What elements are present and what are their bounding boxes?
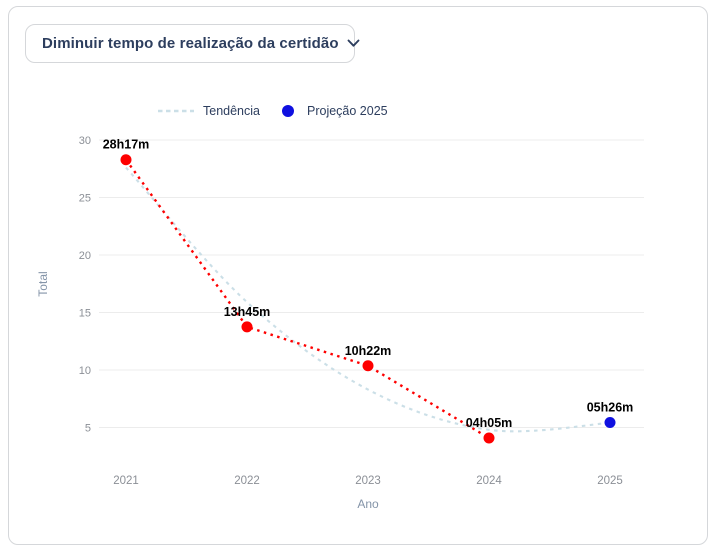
goal-select-label: Diminuir tempo de realização da certidão: [42, 35, 339, 52]
x-tick-label: 2024: [476, 475, 502, 487]
legend-label-tendencia: Tendência: [203, 104, 260, 118]
x-axis-title: Ano: [357, 497, 379, 511]
projection-point: [604, 417, 616, 429]
trend-line: [125, 166, 611, 433]
chart-legend: Tendência Projeção 2025: [158, 101, 388, 121]
data-point: [120, 154, 132, 166]
data-point-label: 28h17m: [103, 138, 150, 152]
data-point: [362, 360, 374, 372]
data-point-label: 10h22m: [345, 344, 392, 358]
x-tick-label: 2022: [234, 475, 260, 487]
x-tick-label: 2025: [597, 475, 623, 487]
goal-select[interactable]: Diminuir tempo de realização da certidão: [25, 24, 360, 63]
y-tick-label: 20: [79, 250, 91, 262]
y-tick-label: 10: [79, 365, 91, 377]
y-tick-label: 15: [79, 308, 91, 320]
y-tick-label: 25: [79, 193, 91, 205]
data-point: [483, 432, 495, 444]
chevron-down-icon: [347, 39, 360, 47]
legend-item-tendencia[interactable]: Tendência: [158, 104, 260, 118]
data-point-label: 13h45m: [224, 305, 271, 319]
y-tick-label: 30: [79, 135, 91, 147]
y-axis-title: Total: [36, 271, 50, 297]
data-point: [241, 321, 253, 333]
y-tick-label: 5: [85, 423, 91, 435]
x-tick-label: 2023: [355, 475, 381, 487]
dashed-line-icon: [158, 109, 194, 113]
legend-label-projecao: Projeção 2025: [307, 104, 388, 118]
data-point-label: 04h05m: [466, 416, 513, 430]
dot-icon: [282, 105, 294, 117]
x-tick-label: 2021: [113, 475, 139, 487]
data-point-label: 05h26m: [587, 401, 634, 415]
chart-card: Diminuir tempo de realização da certidão…: [8, 6, 708, 545]
legend-item-projecao[interactable]: Projeção 2025: [282, 104, 388, 118]
series-line: [125, 159, 490, 440]
